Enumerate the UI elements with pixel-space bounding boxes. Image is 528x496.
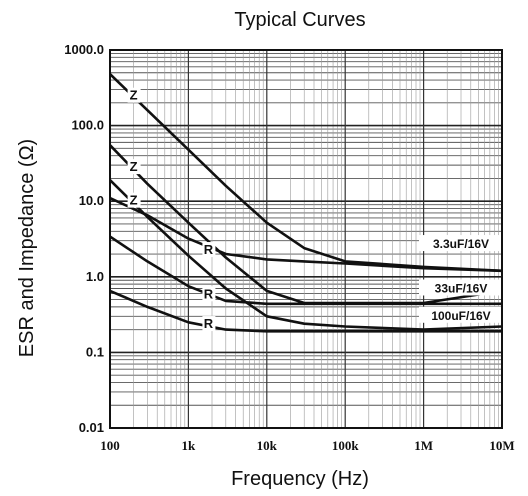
y-axis-label: ESR and Impedance (Ω) [16,139,38,357]
impedance-curve [109,179,503,331]
tick-layer: 0.01 0.1 1.0 10.0 100.0 1000.0 100 1k 10k 100k 1M 1… [64,42,514,453]
chart-title: Typical Curves [234,9,365,31]
x-tick-label: 10k [257,438,278,453]
curve-annotation: Z [130,159,138,174]
curve-annotation: Z [130,88,138,103]
esr-curve [109,289,502,333]
curve-annotation: R [204,316,214,331]
series-layer [109,73,503,333]
impedance-curve [109,73,503,273]
series-label-background [419,306,504,323]
x-tick-label: 100 [100,438,120,453]
series-label-background [419,235,504,252]
annotation-background [202,316,216,332]
y-tick-label: 100.0 [71,118,104,133]
x-tick-label: 10M [489,438,514,453]
y-tick-label: 10.0 [79,193,104,208]
esr-curve [109,235,502,306]
curve-annotation: R [204,242,214,257]
x-tick-label: 1k [182,438,197,453]
curve-annotation: Z [130,193,138,208]
annotation-background [127,87,141,103]
y-tick-label: 0.01 [79,420,104,435]
series-label: 100uF/16V [431,309,490,323]
annotation-background [127,159,141,175]
plot-frame [109,49,503,429]
y-tick-label: 0.1 [86,344,104,359]
esr-curve [109,196,503,273]
y-tick-label: 1000.0 [64,42,104,57]
annotation-background [127,192,141,208]
series-label: 33uF/16V [435,281,488,295]
curve-annotation: R [204,286,214,301]
series-label: 3.3uF/16V [433,237,489,251]
x-tick-label: 1M [414,438,433,453]
x-axis-label: Frequency (Hz) [231,468,369,490]
x-tick-label: 100k [332,438,360,453]
annotation-background [202,242,216,258]
series-label-background [419,279,504,296]
annotation-background [202,286,216,302]
y-tick-label: 1.0 [86,269,104,284]
